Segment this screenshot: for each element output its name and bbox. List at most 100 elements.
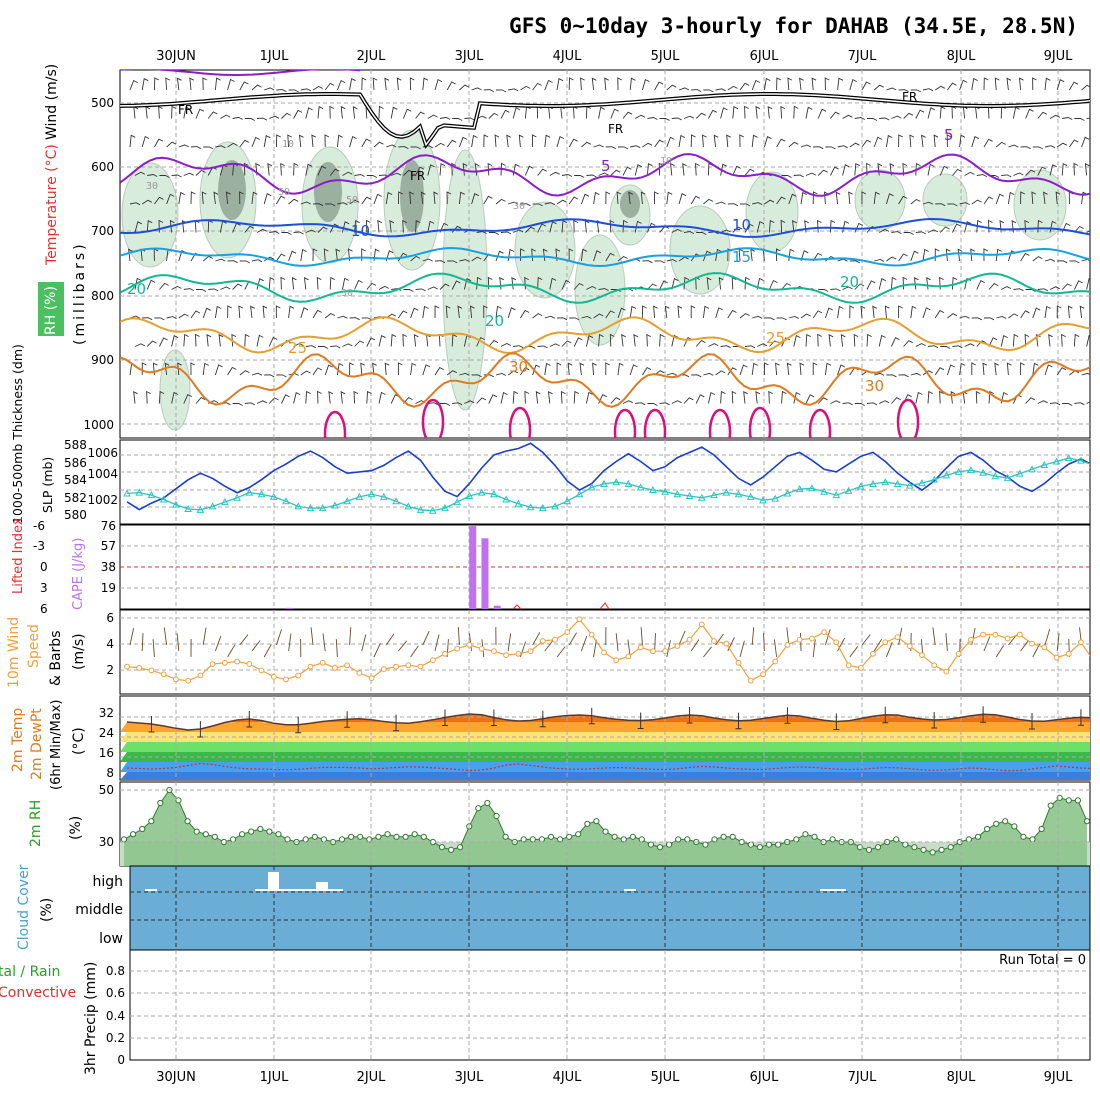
wind-barb <box>915 162 921 176</box>
wind-barb <box>854 163 861 176</box>
temp-contour-35 <box>748 406 772 438</box>
wind-barb <box>463 278 472 290</box>
wind-barb <box>251 372 263 376</box>
wind-barb <box>560 390 566 404</box>
wind10-barb <box>457 627 460 646</box>
thickness-point <box>477 488 486 496</box>
wind-barb <box>500 109 510 119</box>
wind-barb <box>768 219 775 233</box>
rh2m-point <box>729 833 736 840</box>
wind10-barb <box>615 633 619 652</box>
wind-barb <box>664 305 670 319</box>
wind-barb <box>386 144 397 148</box>
wind10-panel: 2 4 6 10m Wind Speed & Barbs (m/s) <box>6 609 1091 695</box>
wind-barb <box>646 333 652 347</box>
wind-barb <box>251 259 263 263</box>
wind-barb <box>886 374 897 378</box>
wind10-barb <box>227 644 236 658</box>
wind-barb <box>824 77 830 91</box>
wind-barb <box>446 191 452 205</box>
wind-barb <box>940 346 951 349</box>
wind-barb <box>1067 305 1073 319</box>
slp-line <box>126 442 1090 511</box>
rh2m-point <box>865 846 873 853</box>
rh2m-point <box>765 841 773 848</box>
wind-barb <box>524 390 530 404</box>
wind-barb <box>593 191 600 205</box>
wind-barb <box>891 397 901 404</box>
wind-barb <box>768 390 774 404</box>
temp-contour-20 <box>120 272 1090 304</box>
wind-barb <box>537 345 548 349</box>
wind-barb <box>337 202 348 206</box>
wind-barb <box>508 88 519 92</box>
wind10-point <box>882 639 889 646</box>
wind-barb <box>751 79 761 91</box>
rh2m-point <box>448 846 455 853</box>
wind-barb <box>934 367 945 376</box>
wind10-barb <box>932 627 936 646</box>
wind10-point <box>1016 631 1023 638</box>
lifted-index-tick: 3 <box>40 581 48 595</box>
rh-label: 50 <box>346 195 358 206</box>
wind10-barb <box>824 629 831 646</box>
wind-barb <box>849 305 855 319</box>
wind-barb <box>701 134 707 148</box>
cloud-bar <box>624 889 636 891</box>
wind-barb <box>263 256 275 262</box>
thickness-point <box>783 489 792 497</box>
wind-barb <box>238 305 244 319</box>
wind-barb <box>964 343 975 347</box>
wind-barb <box>488 232 500 235</box>
wind-barb <box>508 201 519 205</box>
wind-barb <box>166 141 177 148</box>
rh2m-point <box>893 836 900 843</box>
cape-tick: 38 <box>101 560 116 574</box>
rh2m-point <box>393 833 400 840</box>
wind10-point <box>760 671 766 678</box>
wind-barb <box>434 142 445 148</box>
rh2m-point <box>938 846 945 853</box>
wind-barb <box>959 315 970 319</box>
wind-barb <box>727 309 737 319</box>
t2m-tick: 24 <box>99 726 114 740</box>
wind-barb <box>154 138 164 148</box>
wind-barb <box>947 203 958 207</box>
wind-barb <box>927 163 935 176</box>
wind-barb <box>263 193 272 205</box>
wind-barb <box>134 221 143 233</box>
wind-barb <box>1013 172 1024 176</box>
wind10-point <box>173 676 179 683</box>
wind-barb <box>251 136 260 148</box>
slp-tick: 1006 <box>87 446 118 460</box>
rh2m-point <box>1083 818 1090 825</box>
wind10-point <box>1029 640 1035 647</box>
rh2m-point <box>457 844 464 851</box>
wind-barb <box>280 162 285 176</box>
wind-barb <box>964 221 972 233</box>
t2m-panel: 8 16 24 32 2m Temp 2m DewPt (6hr Min/Max… <box>10 695 1091 790</box>
wind-barb <box>214 305 222 319</box>
wind10-barb <box>532 632 541 646</box>
rh-shading <box>121 129 1067 431</box>
wind-barb <box>939 106 946 119</box>
wind-barb <box>269 231 280 234</box>
rh2m-point <box>375 833 382 840</box>
wind-barb <box>1020 191 1026 205</box>
wind-barb <box>324 312 336 319</box>
wind-barb <box>629 305 637 319</box>
wind-barb <box>768 279 778 290</box>
rh-label: 50 <box>278 187 290 198</box>
wind10-barb <box>152 639 155 658</box>
wind-barb <box>671 334 679 347</box>
wind-barb <box>366 390 372 404</box>
wind-barb <box>848 191 853 205</box>
rh2m-point <box>202 831 209 838</box>
rh2m-axis-label: 2m RH <box>28 800 44 847</box>
thickness-point <box>881 478 890 486</box>
wind-barb <box>410 307 419 319</box>
rh2m-point <box>266 828 273 835</box>
wind-barb <box>303 277 309 290</box>
wind-barb <box>549 343 560 347</box>
wind-barb <box>696 232 707 235</box>
